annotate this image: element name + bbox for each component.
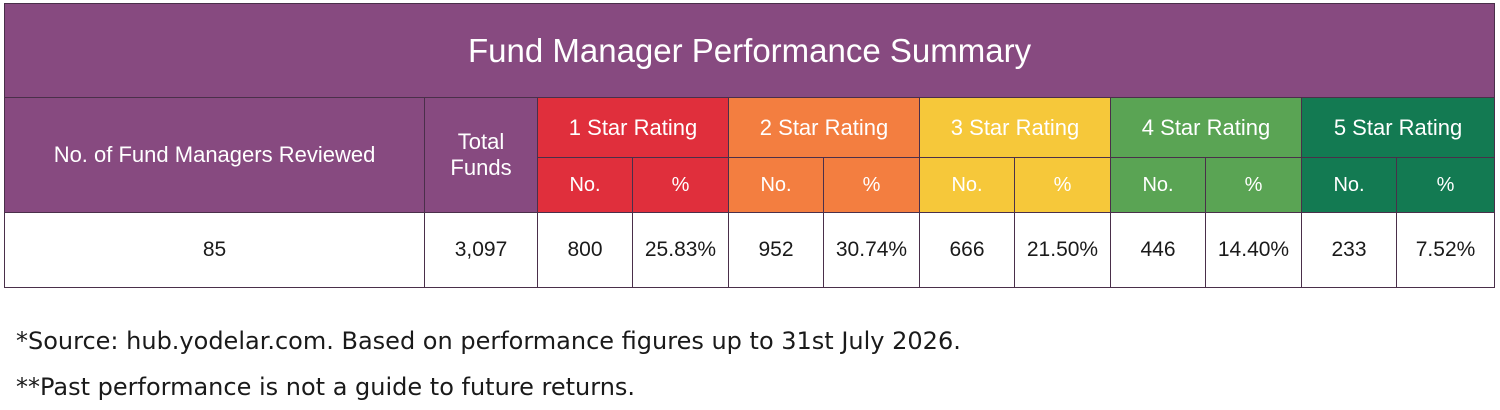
cell-3-star-pct: 21.50% bbox=[1014, 212, 1111, 288]
header-total-funds-line1: Total bbox=[457, 129, 505, 154]
subheader-5-star-no: No. bbox=[1301, 157, 1397, 213]
cell-1-star-no: 800 bbox=[537, 212, 633, 288]
cell-total-funds: 3,097 bbox=[424, 212, 538, 288]
cell-4-star-pct: 14.40% bbox=[1205, 212, 1302, 288]
subheader-2-star-pct: % bbox=[823, 157, 920, 213]
subheader-1-star-no: No. bbox=[537, 157, 633, 213]
subheader-2-star-no: No. bbox=[728, 157, 824, 213]
header-managers-reviewed: No. of Fund Managers Reviewed bbox=[4, 97, 425, 213]
table-row: 85 3,097 800 25.83% 952 30.74% 666 21.50… bbox=[4, 212, 1496, 288]
subheader-4-star-no: No. bbox=[1110, 157, 1206, 213]
header-4-star: 4 Star Rating bbox=[1110, 97, 1302, 158]
header-total-funds-line2: Funds bbox=[450, 155, 512, 180]
header-2-star: 2 Star Rating bbox=[728, 97, 920, 158]
subheader-3-star-pct: % bbox=[1014, 157, 1111, 213]
footnotes: *Source: hub.yodelar.com. Based on perfo… bbox=[16, 318, 961, 410]
subheader-3-star-no: No. bbox=[919, 157, 1015, 213]
header-total-funds: Total Funds bbox=[424, 97, 538, 213]
cell-2-star-no: 952 bbox=[728, 212, 824, 288]
cell-3-star-no: 666 bbox=[919, 212, 1015, 288]
cell-5-star-no: 233 bbox=[1301, 212, 1397, 288]
cell-4-star-no: 446 bbox=[1110, 212, 1206, 288]
source-note: *Source: hub.yodelar.com. Based on perfo… bbox=[16, 327, 961, 355]
subheader-5-star-pct: % bbox=[1395, 157, 1496, 213]
header-5-star: 5 Star Rating bbox=[1300, 97, 1496, 158]
performance-summary-table: Fund Manager Performance Summary No. of … bbox=[3, 3, 1496, 288]
header-1-star: 1 Star Rating bbox=[537, 97, 729, 158]
subheader-4-star-pct: % bbox=[1205, 157, 1302, 213]
subheader-1-star-pct: % bbox=[632, 157, 729, 213]
cell-2-star-pct: 30.74% bbox=[823, 212, 920, 288]
cell-1-star-pct: 25.83% bbox=[632, 212, 729, 288]
header-3-star: 3 Star Rating bbox=[919, 97, 1111, 158]
table-title: Fund Manager Performance Summary bbox=[3, 3, 1496, 98]
cell-5-star-pct: 7.52% bbox=[1395, 212, 1496, 288]
cell-managers-reviewed: 85 bbox=[4, 212, 425, 288]
disclaimer-note: **Past performance is not a guide to fut… bbox=[16, 373, 636, 401]
